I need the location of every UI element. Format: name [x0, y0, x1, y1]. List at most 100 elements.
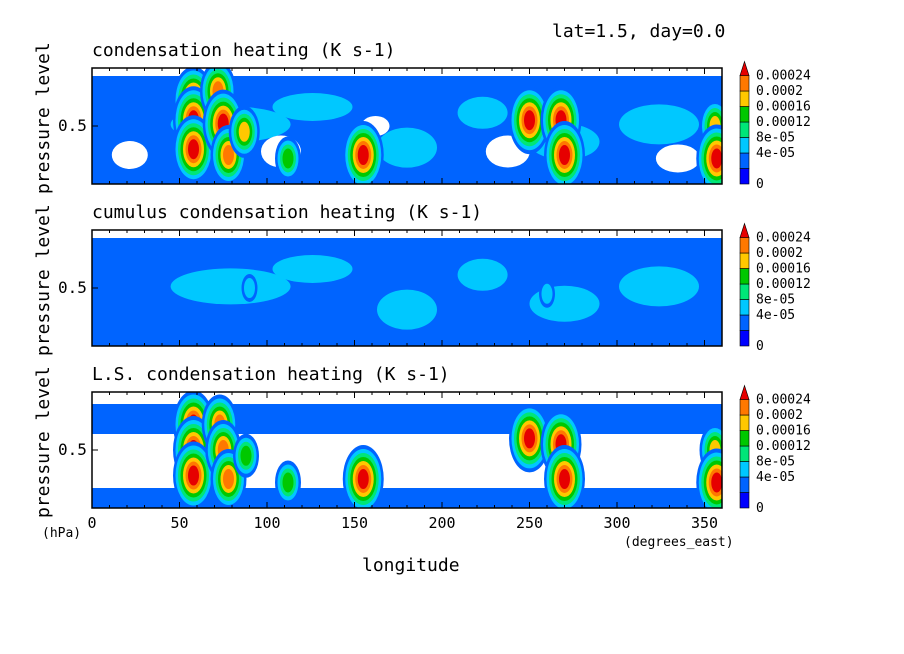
field-hot-spot: [357, 469, 369, 489]
panel-3-plot-area: [92, 392, 722, 508]
field-hot-spot: [711, 472, 722, 493]
colorbar-label: 0.00024: [756, 393, 811, 408]
field-gap: [111, 141, 148, 169]
panel-1-field: [92, 68, 722, 184]
panel-2: cumulus condensation heating (K s-1) 0.5…: [33, 202, 811, 356]
field-hot-spot: [357, 145, 369, 165]
colorbar-segment: [739, 399, 750, 416]
colorbar-segment: [739, 75, 750, 92]
field-top-strip: [92, 392, 722, 400]
x-unit-label: (degrees_east): [624, 535, 734, 550]
field-hot-spot: [238, 121, 250, 142]
field-patch: [619, 266, 699, 307]
field-gap: [655, 144, 700, 173]
panel-2-ytick-label: 0.5: [58, 278, 87, 297]
field-hot-spot: [282, 472, 294, 493]
colorbar-label: 8e-05: [756, 131, 795, 146]
colorbar-label: 0.00024: [756, 231, 811, 246]
colorbar-label: 4e-05: [756, 308, 795, 323]
x-tick-label: 100: [253, 514, 280, 532]
colorbar-segment: [739, 90, 750, 107]
x-tick-label: 150: [341, 514, 368, 532]
colorbar-label: 0.00012: [756, 115, 811, 130]
colorbar-label: 4e-05: [756, 470, 795, 485]
panel-2-plot-area: [92, 230, 722, 346]
colorbar-segment: [739, 330, 750, 347]
field-hot-spot: [188, 465, 199, 486]
field-top-strip: [92, 230, 722, 238]
colorbar-label: 0.00016: [756, 424, 811, 439]
colorbar-segment: [739, 106, 750, 123]
colorbar-triangle: [739, 222, 750, 238]
x-tick-label: 350: [691, 514, 718, 532]
colorbar-segment: [739, 492, 750, 509]
panel-3-ytick-label: 0.5: [58, 440, 87, 459]
colorbar-segment: [739, 461, 750, 478]
x-tick-label: 50: [170, 514, 188, 532]
colorbar-triangle: [739, 384, 750, 400]
colorbar-segment: [739, 476, 750, 493]
colorbar-label: 0.0002: [756, 84, 803, 99]
panel-1: condensation heating (K s-1) 0.5 pressur…: [33, 40, 811, 194]
x-tick-label: 250: [516, 514, 543, 532]
field-patch: [619, 104, 699, 145]
panel-3-ylabel: pressure level: [33, 366, 54, 518]
field-hot-spot: [240, 445, 252, 466]
field-hot-spot: [223, 469, 234, 489]
colorbar-label: 0.00024: [756, 69, 811, 84]
colorbar-segment: [739, 414, 750, 431]
colorbar-segment: [739, 237, 750, 254]
field-patch: [377, 127, 437, 168]
panel-2-ticks: [91, 230, 723, 346]
colorbar-segment: [739, 168, 750, 185]
panel-2-ylabel: pressure level: [33, 204, 54, 356]
field-patch: [457, 258, 508, 291]
x-tick-label: 200: [428, 514, 455, 532]
field-hot-spot: [559, 145, 570, 165]
panel-3: L.S. condensation heating (K s-1) 0.5 pr…: [33, 364, 811, 576]
colorbar-label: 0: [756, 501, 764, 516]
field-hot-spot: [244, 278, 255, 298]
field-hot-spot: [282, 148, 294, 169]
colorbar-label: 0.0002: [756, 246, 803, 261]
colorbar-segment: [739, 283, 750, 300]
colorbar-label: 8e-05: [756, 455, 795, 470]
panel-1-title: condensation heating (K s-1): [92, 40, 395, 61]
x-tick-label: 0: [87, 514, 96, 532]
colorbar-segment: [739, 299, 750, 316]
panel-3-title: L.S. condensation heating (K s-1): [92, 364, 450, 385]
colorbar-label: 0: [756, 339, 764, 354]
colorbar-segment: [739, 445, 750, 462]
field-hot-spot: [223, 145, 234, 165]
colorbar-label: 0: [756, 177, 764, 192]
field-patch: [272, 255, 353, 283]
field-hot-spot: [188, 139, 199, 160]
field-patch: [377, 289, 437, 330]
x-axis-label: longitude: [362, 555, 460, 576]
panel-1-ytick-label: 0.5: [58, 116, 87, 135]
colorbar-segment: [739, 314, 750, 331]
field-hot-spot: [711, 148, 722, 169]
x-tick-label: 300: [603, 514, 630, 532]
panel-3-field: [92, 392, 722, 508]
panel-1-plot-area: [92, 68, 722, 184]
y-unit-label: (hPa): [42, 526, 81, 541]
field-top-strip: [92, 68, 722, 76]
panel-2-title: cumulus condensation heating (K s-1): [92, 202, 482, 223]
x-tick-labels: 0 50 100 150 200 250 300 350: [87, 514, 718, 532]
panel-1-ticks: [91, 68, 723, 184]
panel-3-ticks: [91, 392, 723, 508]
field-patch: [272, 93, 353, 121]
colorbar-label: 0.00012: [756, 439, 811, 454]
colorbar-segment: [739, 152, 750, 169]
field-hot-spot: [524, 110, 535, 131]
colorbar-label: 0.00016: [756, 262, 811, 277]
colorbar-label: 0.00016: [756, 100, 811, 115]
colorbar-segment: [739, 252, 750, 269]
field-hot-spot: [559, 469, 570, 489]
header-label: lat=1.5, day=0.0: [552, 21, 725, 42]
